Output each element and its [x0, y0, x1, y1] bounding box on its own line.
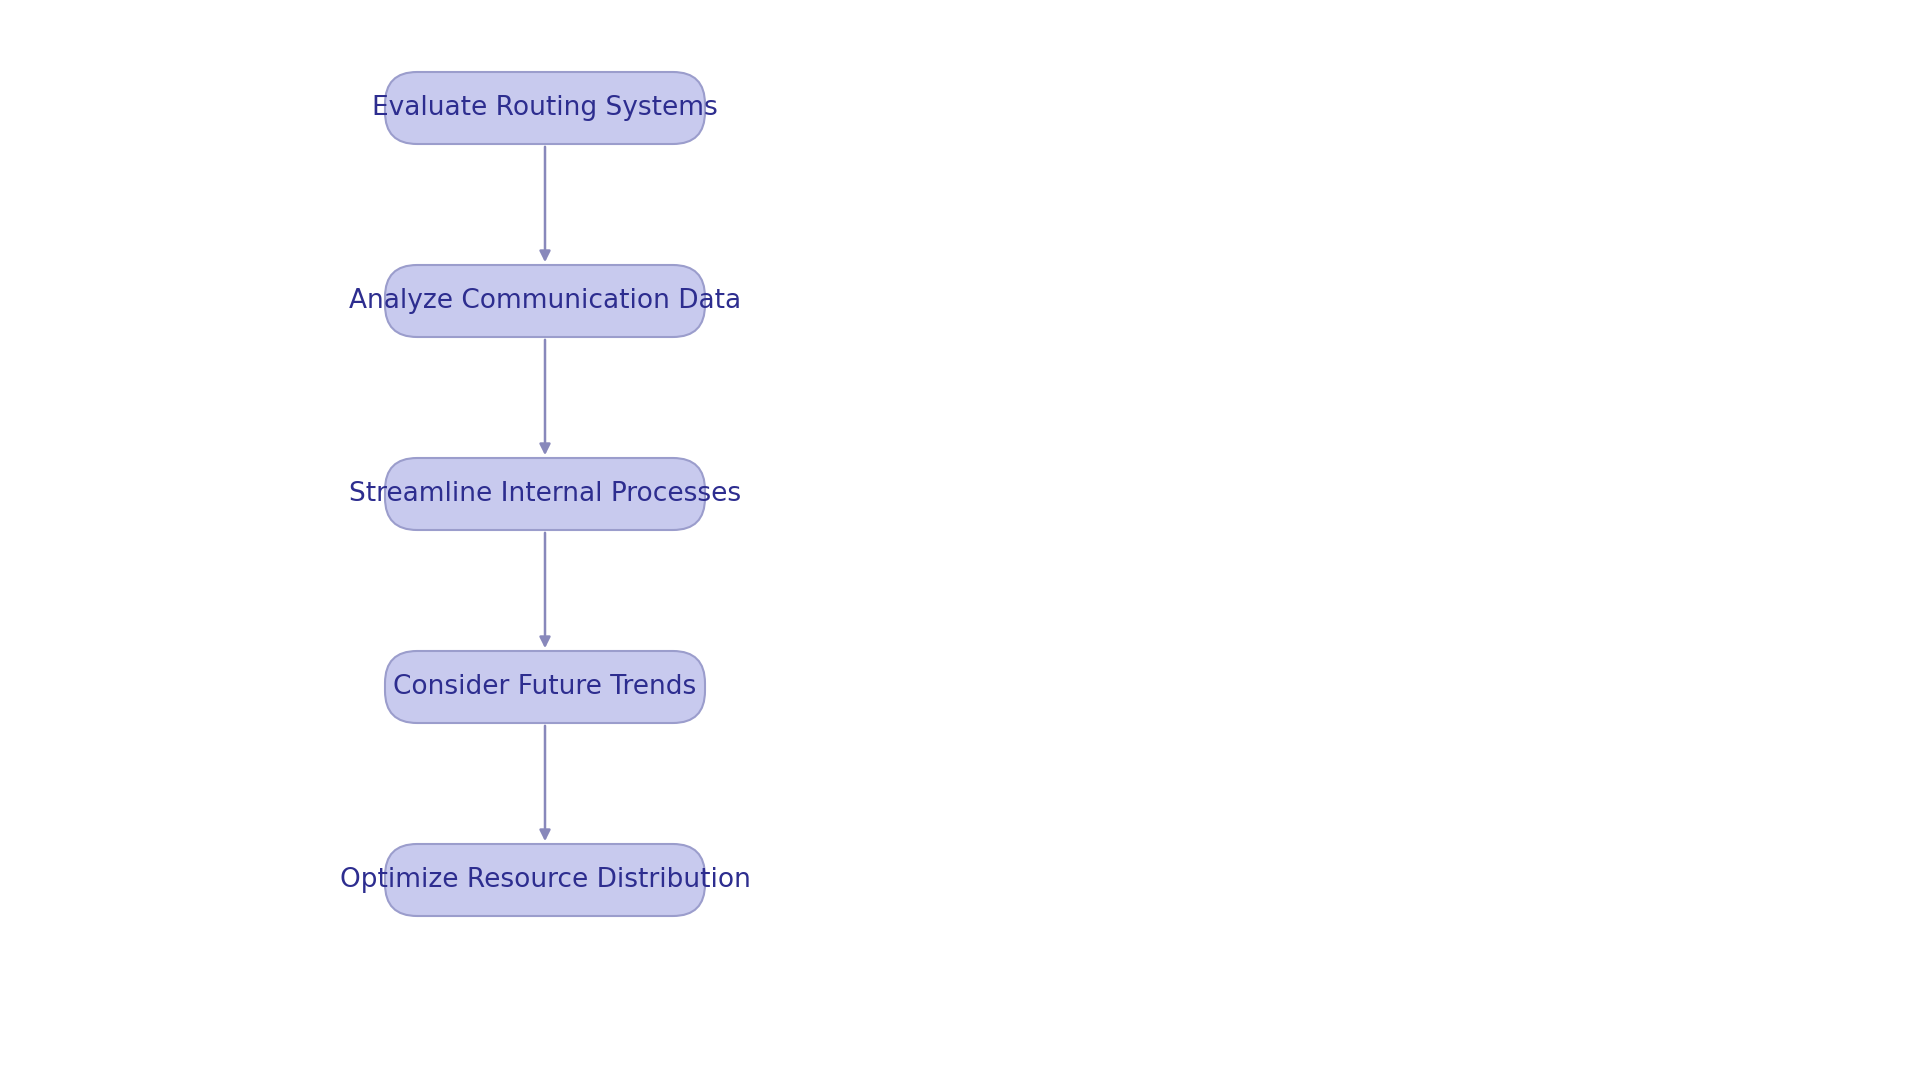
FancyBboxPatch shape: [386, 71, 705, 144]
Text: Evaluate Routing Systems: Evaluate Routing Systems: [372, 95, 718, 121]
Text: Streamline Internal Processes: Streamline Internal Processes: [349, 481, 741, 507]
FancyBboxPatch shape: [386, 265, 705, 337]
FancyBboxPatch shape: [386, 844, 705, 916]
Text: Analyze Communication Data: Analyze Communication Data: [349, 288, 741, 314]
Text: Consider Future Trends: Consider Future Trends: [394, 674, 697, 700]
Text: Optimize Resource Distribution: Optimize Resource Distribution: [340, 867, 751, 893]
FancyBboxPatch shape: [386, 458, 705, 530]
FancyBboxPatch shape: [386, 651, 705, 723]
